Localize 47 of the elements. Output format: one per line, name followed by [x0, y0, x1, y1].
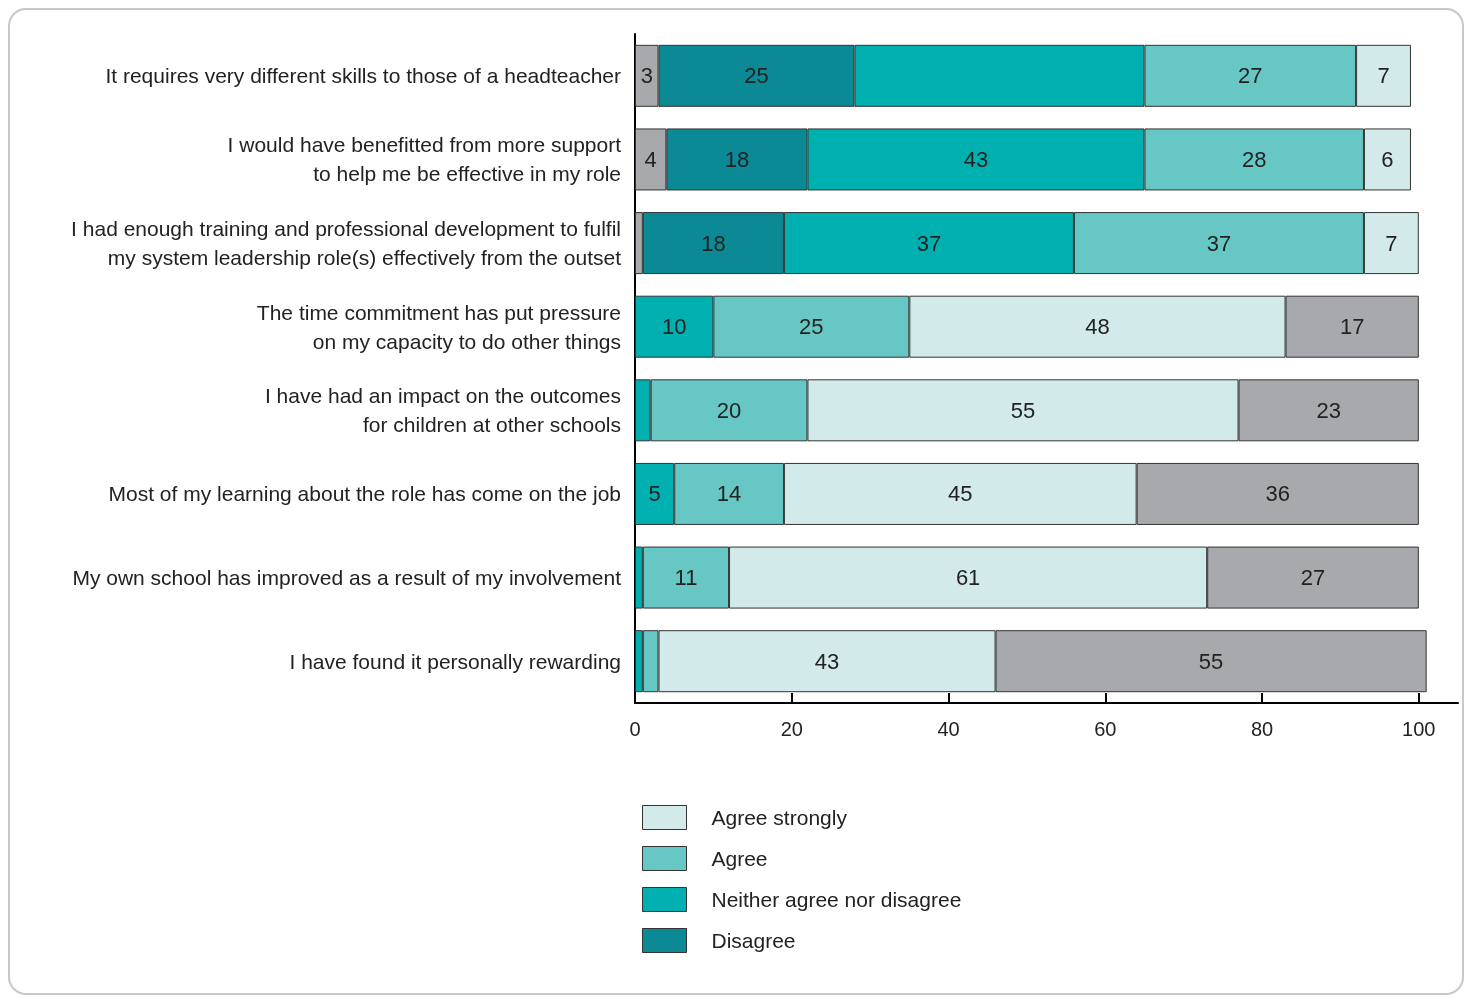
data-label: 18: [701, 230, 726, 256]
data-label: 25: [799, 314, 824, 340]
data-label: 43: [963, 146, 989, 172]
y-tick-label: Most of my learning about the role has come on the job: [108, 482, 621, 506]
data-label: 7: [1377, 63, 1390, 89]
data-label: 28: [1241, 146, 1267, 172]
x-tick-label: 20: [780, 718, 803, 740]
data-label: 4: [644, 146, 657, 172]
data-label: 37: [1206, 230, 1232, 256]
y-tick-label: I had enough training and professional development to fulfil my system leadership role(s) effectively from the outset: [71, 217, 622, 270]
legend-label: Disagree: [711, 929, 796, 952]
data-label: 10: [661, 314, 687, 340]
y-tick-label: I have found it personally rewarding: [289, 649, 621, 673]
x-tick-label: 100: [1402, 718, 1436, 740]
data-label: 11: [674, 565, 698, 591]
data-label: 18: [724, 146, 750, 172]
legend-label: Agree strongly: [711, 806, 848, 829]
data-label: 43: [814, 648, 840, 674]
data-label: 27: [1238, 63, 1263, 89]
data-label: 3: [640, 63, 653, 89]
x-tick-label: 0: [629, 718, 641, 740]
data-label: 7: [1385, 230, 1398, 256]
y-tick-label: It requires very different skills to those of a headteacher: [105, 64, 621, 88]
y-tick-label: My own school has improved as a result of my involvement: [72, 566, 622, 590]
data-label: 61: [955, 565, 981, 591]
data-label: 55: [1010, 397, 1036, 423]
y-tick-label: I have had an impact on the outcomes for children at other schools: [264, 384, 621, 437]
x-tick-label: 60: [1094, 718, 1117, 740]
data-label: 25: [744, 63, 769, 89]
data-label: 20: [716, 397, 742, 423]
legend-label: Agree: [711, 847, 768, 870]
data-label: 17: [1339, 314, 1365, 340]
legend-label: Neither agree nor disagree: [711, 888, 962, 911]
data-label: 48: [1085, 314, 1110, 340]
data-label: 6: [1381, 146, 1394, 172]
data-label: 36: [1265, 481, 1290, 507]
data-label: 23: [1316, 397, 1341, 423]
x-tick-label: 40: [937, 718, 960, 740]
y-tick-label: I would have benefitted from more support to help me be effective in my role: [227, 133, 622, 186]
data-label: 45: [948, 481, 973, 507]
x-tick-label: 80: [1250, 718, 1274, 740]
data-label: 5: [648, 481, 661, 507]
y-tick-label: The time commitment has put pressure on my capacity to do other things: [256, 300, 621, 353]
data-label: 37: [916, 230, 942, 256]
data-label: 14: [716, 481, 742, 507]
data-label: 55: [1198, 648, 1224, 674]
data-label: 27: [1300, 565, 1326, 591]
